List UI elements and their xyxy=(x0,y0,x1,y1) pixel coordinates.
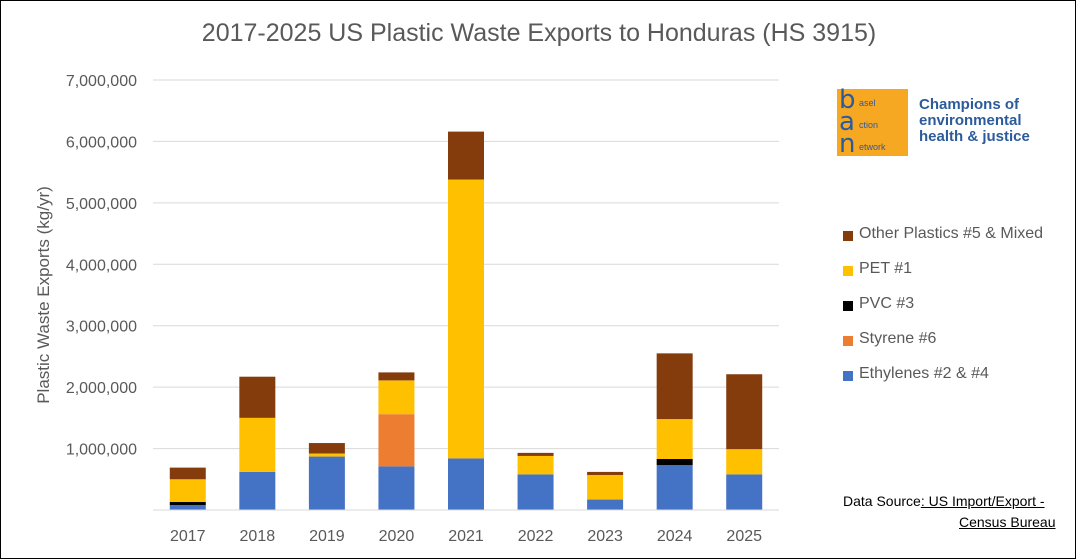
chart-title: 2017-2025 US Plastic Waste Exports to Ho… xyxy=(201,19,877,47)
ban-logo: b asel a ction n etwork xyxy=(837,85,908,159)
bar-segment-2019 xyxy=(308,453,345,457)
y-tick-label: 7,000,000 xyxy=(66,73,137,90)
data-source: Data Source: US Import/Export - xyxy=(843,493,1045,509)
y-tick-label: 3,000,000 xyxy=(66,319,137,336)
logo-letter-n: n xyxy=(839,129,856,159)
bar-segment-2024 xyxy=(656,419,693,460)
bar-segment-2024 xyxy=(656,353,693,420)
x-tick-label: 2019 xyxy=(309,528,345,545)
x-tick-label: 2018 xyxy=(240,528,276,545)
bar-segment-2025 xyxy=(726,449,763,475)
x-tick-label: 2025 xyxy=(726,528,762,545)
bar-segment-2018 xyxy=(239,417,276,472)
y-tick-label: 6,000,000 xyxy=(66,134,137,151)
legend-label: PET #1 xyxy=(859,260,913,277)
bar-segment-2021 xyxy=(448,458,484,510)
legend-swatch xyxy=(843,371,853,381)
x-tick-label: 2020 xyxy=(379,528,415,545)
legend-label: Other Plastics #5 & Mixed xyxy=(859,225,1044,242)
bar-segment-2020 xyxy=(378,466,415,510)
logo-word-action: ction xyxy=(859,120,879,130)
legend-label: PVC #3 xyxy=(859,295,915,312)
x-tick-label: 2021 xyxy=(448,528,484,545)
bar-segment-2024 xyxy=(656,465,693,510)
bar-segment-2017 xyxy=(169,502,206,506)
y-axis-label: Plastic Waste Exports (kg/yr) xyxy=(34,186,53,404)
logo-tagline: Champions of environmental health & just… xyxy=(919,96,1030,145)
bar-segment-2023 xyxy=(587,499,624,510)
x-tick-label: 2023 xyxy=(587,528,623,545)
logo-word-network: etwork xyxy=(859,142,886,152)
x-tick-label: 2024 xyxy=(657,528,693,545)
bar-segment-2020 xyxy=(378,380,415,415)
legend-swatch xyxy=(843,336,853,346)
bar-segment-2018 xyxy=(239,376,276,418)
bar-segment-2017 xyxy=(169,479,206,503)
y-tick-label: 1,000,000 xyxy=(66,442,137,459)
legend-label: Styrene #6 xyxy=(859,330,937,347)
bar-segment-2023 xyxy=(587,471,624,475)
bar-segment-2019 xyxy=(308,443,345,454)
bar-segment-2020 xyxy=(378,372,415,381)
data-source-link-line2[interactable]: Census Bureau xyxy=(959,514,1056,530)
bar-segment-2021 xyxy=(448,131,484,180)
bar-segment-2022 xyxy=(517,452,554,456)
bar-segment-2023 xyxy=(587,474,624,500)
x-tick-label: 2017 xyxy=(170,528,206,545)
data-source-prefix: Data Source xyxy=(843,493,921,509)
bar-segment-2020 xyxy=(378,414,415,467)
logo-letter-a: a xyxy=(839,107,855,137)
logo-word-basel: asel xyxy=(859,98,876,108)
bar-segment-2017 xyxy=(169,467,206,480)
bar-segment-2018 xyxy=(239,471,276,510)
legend-swatch xyxy=(843,301,853,311)
bar-segment-2022 xyxy=(517,474,554,510)
bar-segment-2025 xyxy=(726,374,763,450)
x-tick-label: 2022 xyxy=(518,528,554,545)
bar-segment-2021 xyxy=(448,179,484,459)
bar-segment-2019 xyxy=(308,456,345,510)
y-tick-label: 2,000,000 xyxy=(66,380,137,397)
y-tick-label: 4,000,000 xyxy=(66,257,137,274)
bar-segment-2022 xyxy=(517,455,554,475)
legend-label: Ethylenes #2 & #4 xyxy=(859,365,989,382)
legend-swatch xyxy=(843,231,853,241)
legend-swatch xyxy=(843,266,853,276)
y-tick-label: 5,000,000 xyxy=(66,196,137,213)
logo-letter-b: b xyxy=(839,85,856,115)
bar-segment-2024 xyxy=(656,459,693,466)
bar-segment-2017 xyxy=(169,505,206,510)
bar-segment-2025 xyxy=(726,474,763,510)
data-source-link[interactable]: : US Import/Export - xyxy=(920,493,1045,509)
